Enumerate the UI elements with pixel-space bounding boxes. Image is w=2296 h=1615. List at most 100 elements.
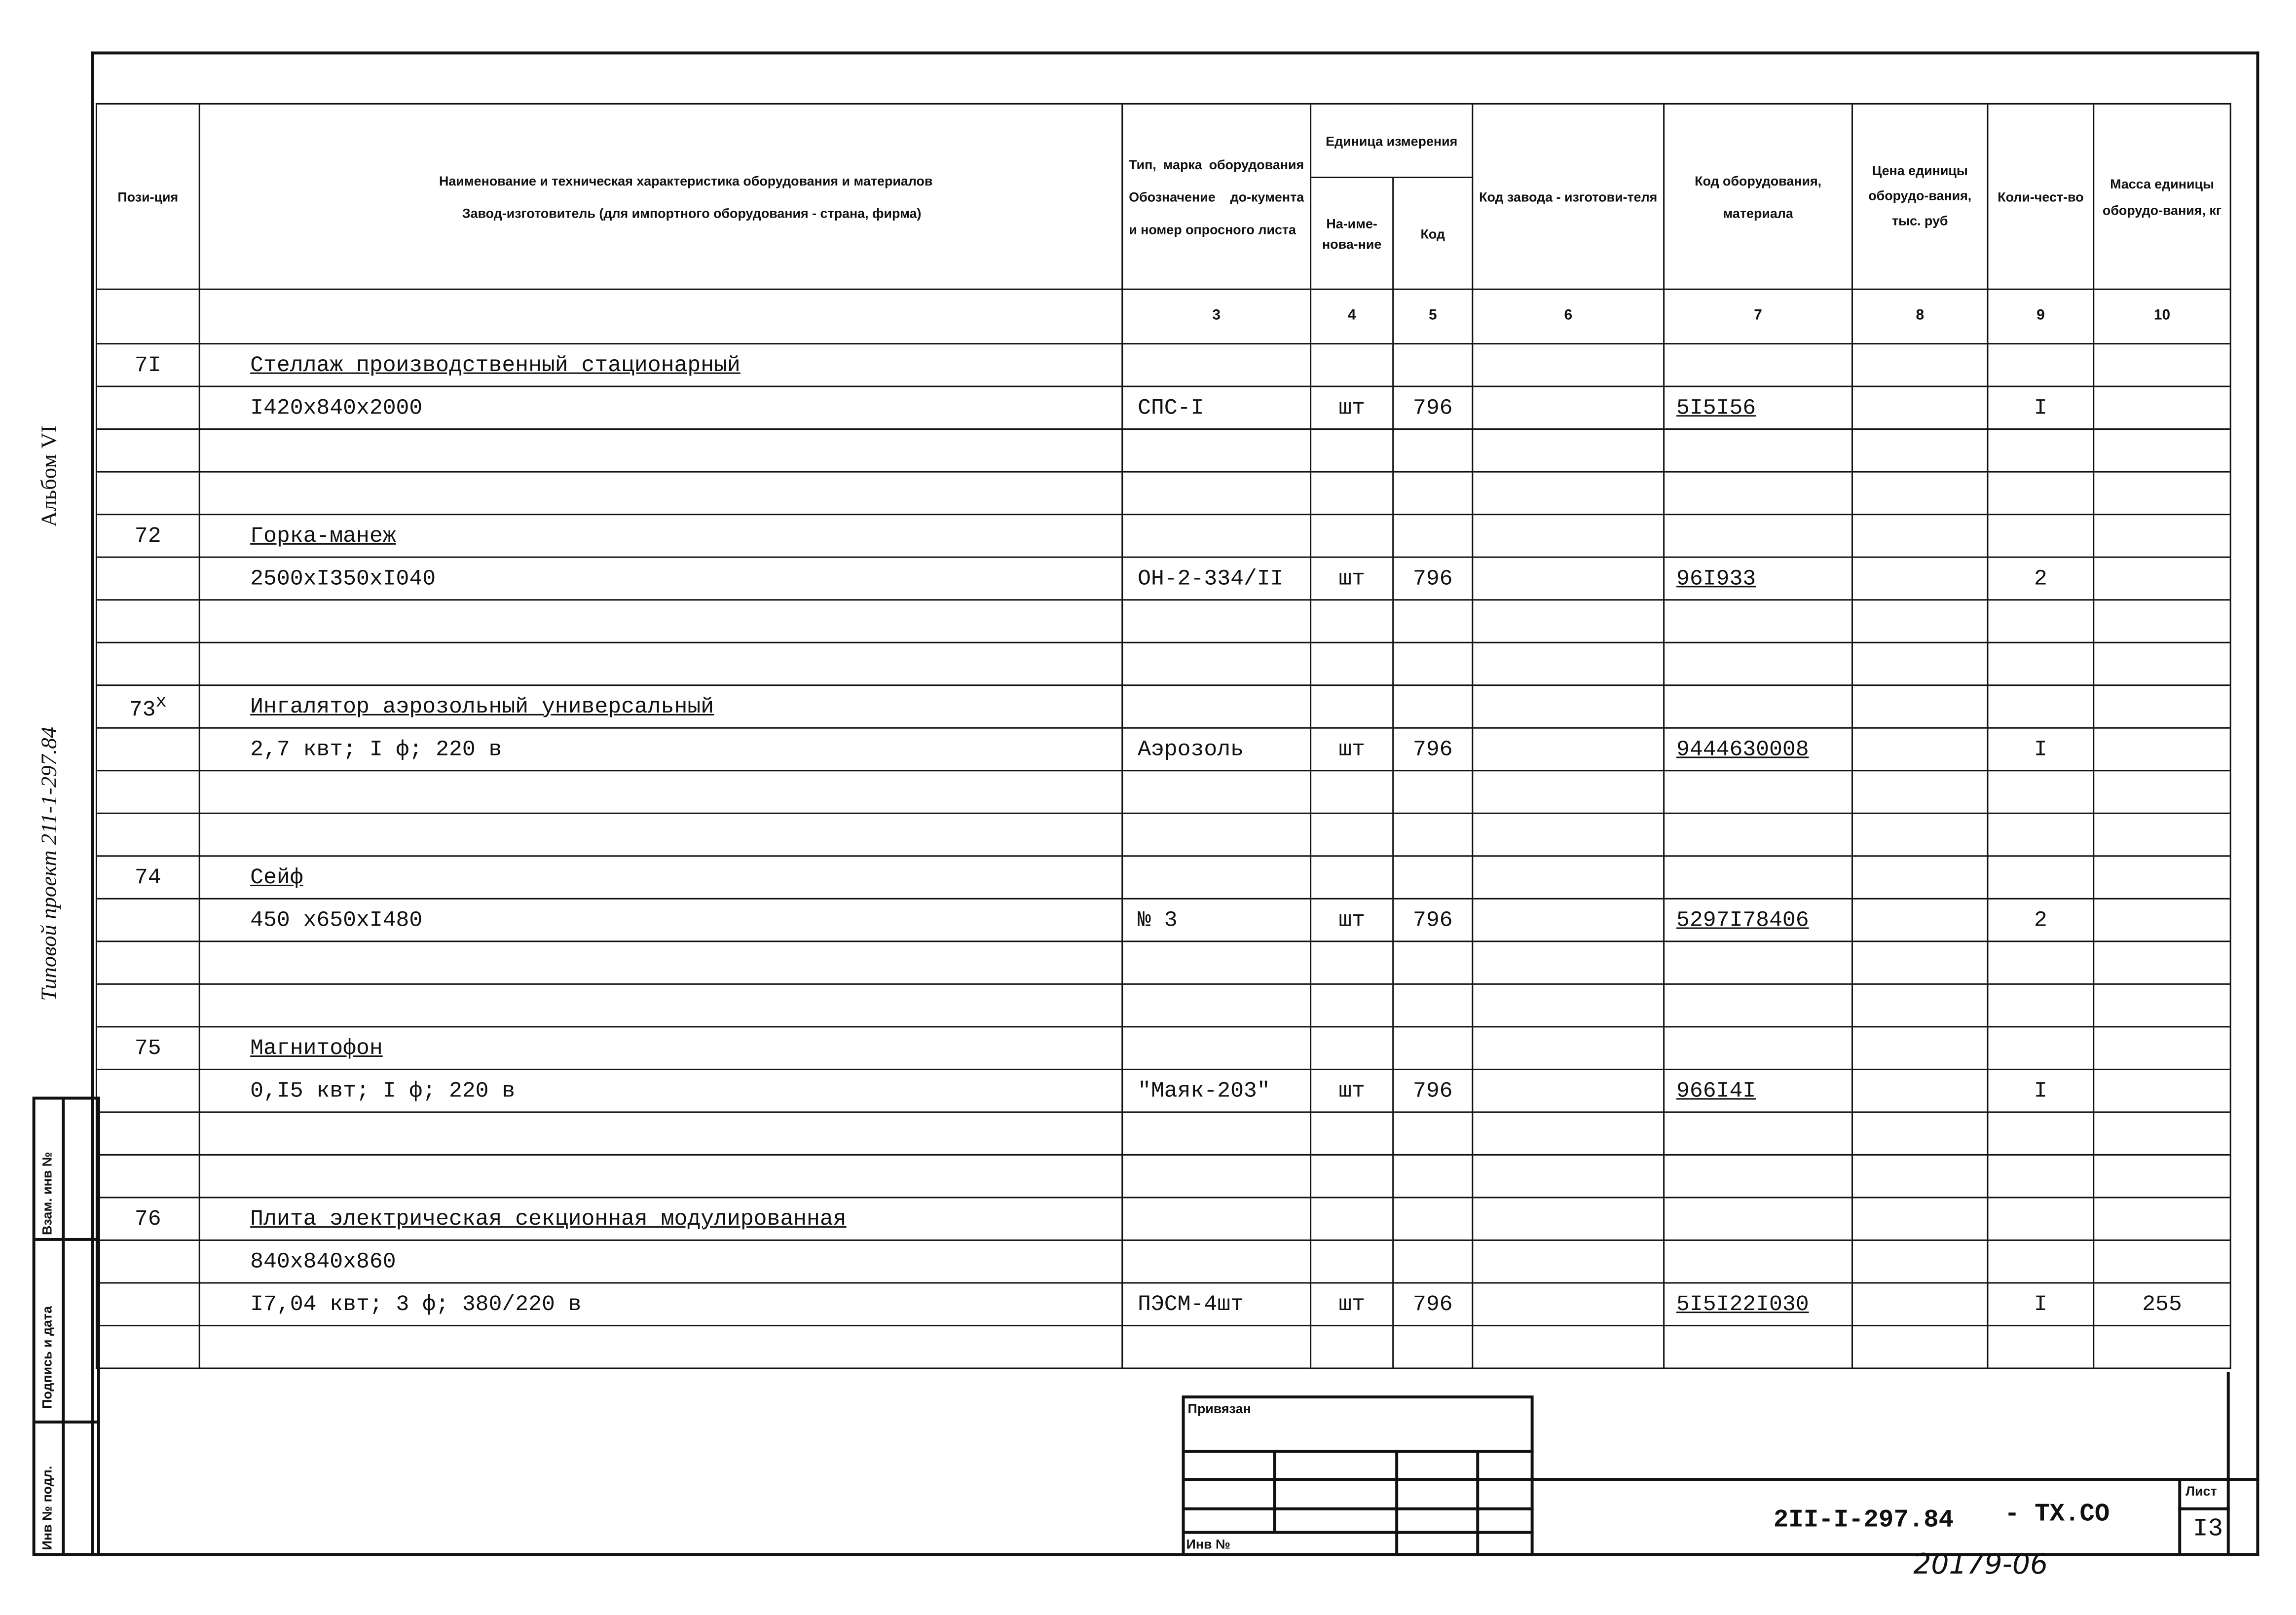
material-cell (1663, 428, 1853, 473)
name-cell (198, 1111, 1123, 1156)
qty-cell: I (1987, 1068, 2095, 1113)
code-cell (1392, 599, 1474, 643)
table-row: 72 Горка-манеж (95, 514, 2231, 558)
code-cell: 796 (1392, 385, 1474, 430)
factory-cell (1472, 428, 1665, 473)
factory-cell (1472, 1154, 1665, 1199)
code-cell (1392, 770, 1474, 814)
name-cell: 840х840х860 (198, 1239, 1123, 1284)
mass-cell (2093, 556, 2231, 601)
name-cell (198, 770, 1123, 814)
price-cell (1852, 1324, 1989, 1369)
column-number: 8 (1852, 288, 1989, 345)
table-row: 450 х650хI480 № 3 шт 796 5297I78406 2 (95, 898, 2231, 942)
price-cell (1852, 770, 1989, 814)
position-number: 7I (134, 352, 161, 378)
unit-cell (1310, 855, 1394, 900)
table-row: 75 Магнитофон (95, 1026, 2231, 1070)
material-cell: 5I5I22I030 (1663, 1282, 1853, 1326)
frame-bottom-line (91, 1553, 2259, 1556)
material-cell: 966I4I (1663, 1068, 1853, 1113)
position-cell (95, 727, 200, 772)
tb-line (2226, 1372, 2230, 1556)
material-cell (1663, 770, 1853, 814)
qty-cell (1987, 1197, 2095, 1241)
tb-line (1182, 1531, 1534, 1534)
name-cell (198, 1324, 1123, 1369)
mass-cell (2093, 514, 2231, 558)
qty-cell (1987, 1239, 2095, 1284)
price-cell (1852, 385, 1989, 430)
document-code: 2II-I-297.84 (1773, 1507, 1954, 1536)
factory-cell (1472, 855, 1665, 900)
document-suffix: - ТХ.СО (2004, 1501, 2110, 1530)
code-cell (1392, 855, 1474, 900)
header-unit: Единица измерения (1310, 103, 1474, 178)
factory-cell (1472, 684, 1665, 729)
type-cell (1121, 855, 1312, 900)
mass-cell (2093, 770, 2231, 814)
factory-cell (1472, 1324, 1665, 1369)
table-row (95, 1324, 2231, 1369)
position-cell (95, 1282, 200, 1326)
unit-cell (1310, 1324, 1394, 1369)
position-number: 74 (134, 864, 161, 890)
material-cell (1663, 684, 1853, 729)
inv-no-label: Инв № (1186, 1537, 1230, 1552)
name-cell (198, 812, 1123, 857)
qty-cell (1987, 812, 2095, 857)
material-cell (1663, 1026, 1853, 1070)
position-number: 72 (134, 523, 161, 549)
factory-cell (1472, 1026, 1665, 1070)
stamp-original-inv: Инв № подл. (39, 1465, 55, 1550)
header-position: Пози-ция (95, 103, 200, 290)
stamp-divider (62, 1099, 65, 1553)
table-row (95, 812, 2231, 857)
factory-cell (1472, 1068, 1665, 1113)
price-cell (1852, 940, 1989, 985)
factory-cell (1472, 812, 1665, 857)
price-cell (1852, 812, 1989, 857)
type-cell (1121, 1197, 1312, 1241)
material-cell (1663, 1239, 1853, 1284)
material-cell: 5297I78406 (1663, 898, 1853, 942)
material-cell (1663, 641, 1853, 686)
code-cell (1392, 1324, 1474, 1369)
table-row: I7,04 квт; 3 ф; 380/220 в ПЭСМ-4шт шт 796 5I… (95, 1282, 2231, 1326)
table-row (95, 770, 2231, 814)
mass-cell (2093, 428, 2231, 473)
type-cell (1121, 471, 1312, 516)
factory-cell (1472, 556, 1665, 601)
material-cell (1663, 855, 1853, 900)
price-cell (1852, 898, 1989, 942)
position-cell (95, 1111, 200, 1156)
unit-cell (1310, 1154, 1394, 1199)
price-cell (1852, 983, 1989, 1028)
price-cell (1852, 1068, 1989, 1113)
name-cell: 2500хI350хI040 (198, 556, 1123, 601)
table-row (95, 940, 2231, 985)
privyazan-label: Привязан (1187, 1401, 1251, 1416)
qty-cell (1987, 1154, 2095, 1199)
position-cell (95, 770, 200, 814)
name-cell (198, 641, 1123, 686)
mass-cell (2093, 1068, 2231, 1113)
table-row: 2500хI350хI040 ОН-2-334/II шт 796 96I933 2 (95, 556, 2231, 601)
mass-cell (2093, 684, 2231, 729)
code-cell: 796 (1392, 898, 1474, 942)
type-cell (1121, 812, 1312, 857)
tb-line (1476, 1450, 1479, 1556)
tb-line (1182, 1450, 1534, 1453)
project-label: Типовой проект 211-1-297.84 (38, 727, 62, 1001)
unit-cell: шт (1310, 1068, 1394, 1113)
position-cell: 74 (95, 855, 200, 900)
name-cell: Стеллаж производственный стационарный (198, 343, 1123, 387)
mass-cell (2093, 1026, 2231, 1070)
mass-cell (2093, 1239, 2231, 1284)
qty-cell (1987, 428, 2095, 473)
type-cell (1121, 770, 1312, 814)
type-cell (1121, 983, 1312, 1028)
code-cell (1392, 684, 1474, 729)
type-cell (1121, 641, 1312, 686)
factory-cell (1472, 983, 1665, 1028)
